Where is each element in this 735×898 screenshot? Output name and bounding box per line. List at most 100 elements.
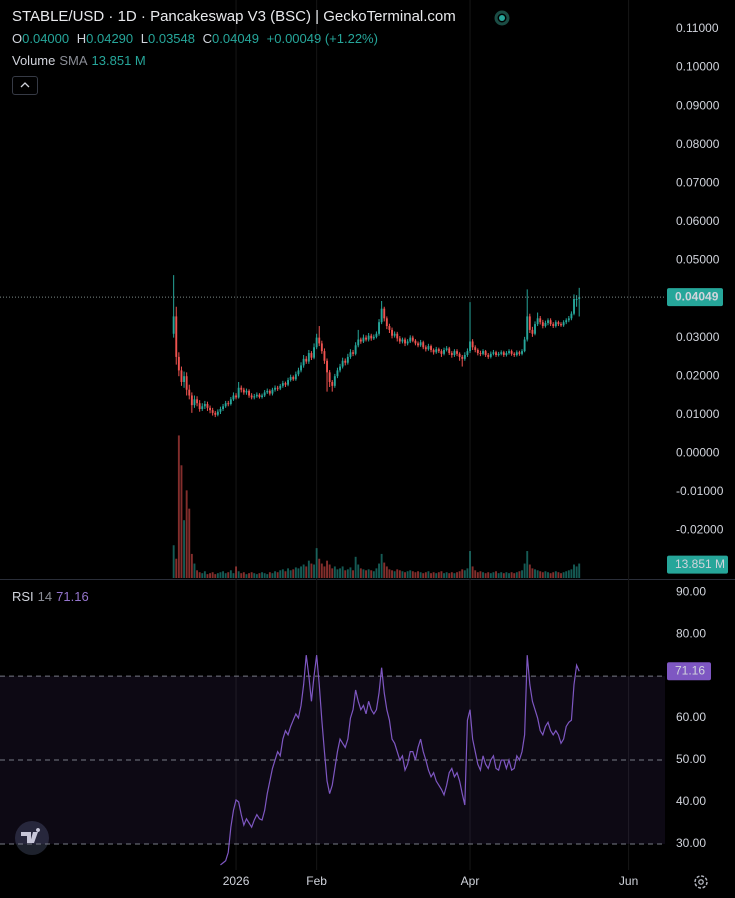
- volume-bar: [528, 564, 531, 578]
- volume-bar: [289, 570, 292, 578]
- candle-body: [502, 352, 505, 355]
- candle-body: [484, 351, 487, 355]
- volume-bar: [414, 572, 417, 578]
- volume-bar: [193, 563, 196, 578]
- candle-body: [479, 353, 482, 355]
- volume-bar: [393, 571, 396, 578]
- volume-bar: [183, 520, 186, 578]
- volume-bar: [253, 573, 256, 578]
- volume-bar: [372, 571, 375, 578]
- candle-body: [505, 353, 508, 355]
- legend-value: 0.04000: [22, 31, 70, 46]
- candle-body: [222, 406, 225, 409]
- candle-body: [196, 399, 199, 404]
- candle-body: [497, 353, 500, 355]
- volume-bar: [214, 574, 217, 578]
- volume-sma-box: [667, 555, 728, 574]
- volume-bar: [544, 571, 547, 578]
- candle-body: [552, 324, 555, 327]
- candle-body: [560, 324, 562, 326]
- y-tick-label: -0.01000: [676, 484, 724, 498]
- y-tick-label: 0.05000: [676, 253, 720, 267]
- candle-body: [404, 339, 406, 344]
- candle-body: [229, 399, 232, 404]
- volume-bar: [235, 566, 238, 578]
- rsi-legend: RSI 14 71.16: [12, 589, 89, 604]
- volume-bar: [331, 568, 334, 578]
- title: STABLE/USD · 1D · Pancakeswap V3 (BSC) |…: [12, 8, 456, 25]
- candle-body: [198, 403, 201, 409]
- candle-body: [201, 406, 204, 409]
- candle-body: [448, 348, 451, 354]
- plot: [0, 0, 665, 870]
- volume-title: Volume: [12, 53, 56, 68]
- candle-body: [297, 370, 300, 375]
- candle-body: [419, 342, 422, 346]
- candle-body: [271, 389, 274, 394]
- settings-icon[interactable]: [694, 875, 708, 889]
- candle-body: [515, 352, 518, 355]
- volume-bar: [297, 568, 300, 578]
- volume-bar: [284, 571, 287, 578]
- volume-bar: [474, 570, 477, 578]
- candle-body: [391, 329, 393, 336]
- volume-bar: [497, 573, 500, 578]
- collapse-button[interactable]: [12, 76, 38, 95]
- y-tick-label: 0.09000: [676, 98, 720, 112]
- candle-body: [255, 394, 258, 397]
- rsi-tick-label: 40.00: [676, 794, 706, 808]
- candle-body: [557, 322, 560, 325]
- candle-body: [411, 337, 414, 341]
- ohlc-legend: O0.04000 H0.04290 L0.03548 C0.04049 +0.0…: [12, 31, 382, 46]
- y-tick-label: -0.02000: [676, 523, 724, 537]
- volume-bar: [578, 563, 581, 578]
- candle-body: [245, 390, 248, 393]
- volume-bar: [201, 573, 204, 578]
- volume-bar: [385, 566, 388, 578]
- candle-body: [435, 349, 438, 353]
- volume-bar: [531, 568, 534, 578]
- candle-body: [549, 320, 552, 325]
- candle-body: [235, 395, 238, 398]
- candle-body: [406, 341, 409, 344]
- volume-bar: [227, 572, 230, 578]
- candle-body: [263, 392, 266, 396]
- candle-body: [541, 322, 544, 327]
- volume-bar: [422, 573, 425, 578]
- candle-body: [482, 351, 484, 354]
- volume-bar: [229, 570, 232, 578]
- volume-bar: [453, 573, 456, 578]
- volume-bar: [203, 571, 206, 578]
- volume-bar: [489, 573, 492, 578]
- candle-body: [300, 365, 302, 371]
- volume-bar: [458, 571, 461, 578]
- x-tick-label: Jun: [619, 874, 638, 888]
- volume-bar: [274, 571, 276, 578]
- candle-body: [458, 353, 461, 357]
- candle-body: [261, 395, 263, 398]
- candle-body: [315, 337, 318, 348]
- legend-value: 0.04290: [86, 31, 134, 46]
- candle-body: [375, 333, 378, 337]
- volume-bar: [518, 571, 521, 578]
- volume-bar: [440, 571, 443, 578]
- candle-body: [528, 316, 531, 330]
- volume-bar: [508, 573, 510, 578]
- candle-body: [463, 354, 466, 359]
- legend-key: L: [140, 31, 148, 46]
- volume-bar: [448, 573, 451, 578]
- volume-bar: [565, 571, 568, 578]
- y-tick-label: 0.03000: [676, 330, 720, 344]
- candle-body: [544, 322, 547, 327]
- y-tick-label: 0.00000: [676, 446, 720, 460]
- volume-bar: [287, 568, 289, 578]
- candle-body: [365, 337, 367, 340]
- volume-bar: [346, 569, 349, 578]
- candle-body: [266, 390, 269, 393]
- candle-body: [547, 320, 549, 323]
- legend-value: 0.03548: [148, 31, 195, 46]
- candle-body: [575, 299, 578, 301]
- candle-body: [248, 390, 251, 396]
- volume-bar: [567, 570, 570, 578]
- candle-body: [398, 338, 401, 342]
